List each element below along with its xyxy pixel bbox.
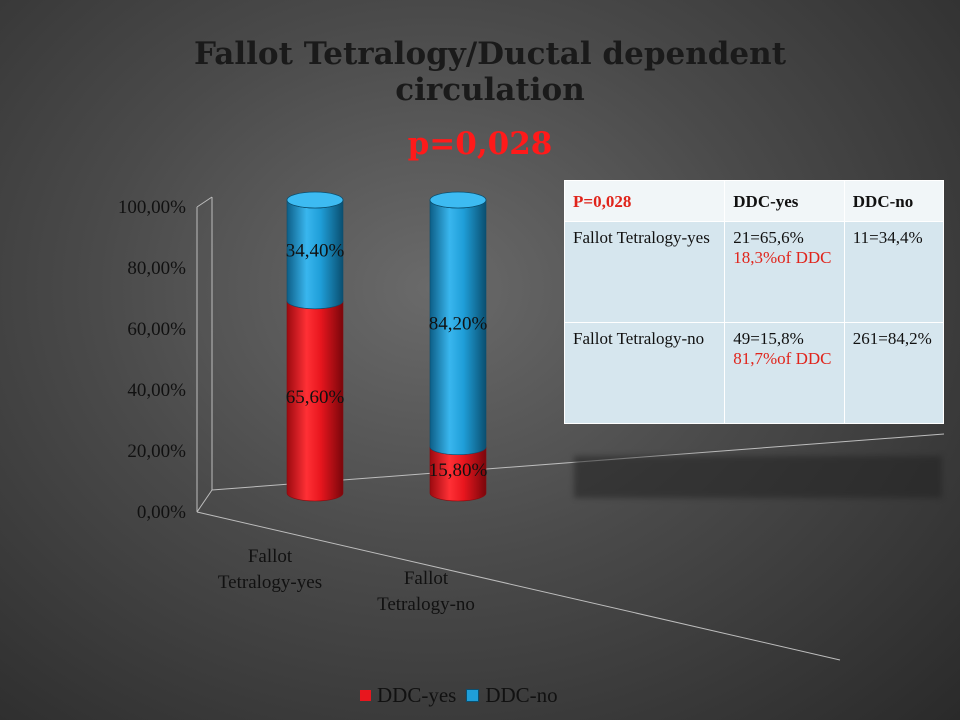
data-label: 65,60% <box>286 387 345 408</box>
y-axis: 0,00% 20,00% 40,00% 60,00% 80,00% 100,00% <box>118 197 186 523</box>
y-tick-label: 0,00% <box>137 502 186 523</box>
row-label: Fallot Tetralogy-no <box>563 322 726 424</box>
statistics-table: P=0,028 DDC-yes DDC-no Fallot Tetralogy-… <box>563 180 945 424</box>
chart-legend: DDC-yes DDC-no <box>360 682 562 708</box>
legend-label: DDC-yes <box>377 682 457 707</box>
data-label: 15,80% <box>429 460 488 481</box>
table-shadow <box>574 456 942 498</box>
bar-top-cap <box>429 191 487 209</box>
table-header-row: P=0,028 DDC-yes DDC-no <box>563 180 945 222</box>
frame-floor-left <box>196 489 213 513</box>
y-tick-label: 20,00% <box>127 441 186 462</box>
frame-floor-front <box>196 511 841 661</box>
x-tick-label: Fallot Tetralogy-yes <box>218 546 322 593</box>
row-label: Fallot Tetralogy-yes <box>563 221 726 323</box>
legend-swatch-red <box>360 689 371 701</box>
chart-subtitle: p=0,028 <box>407 126 553 162</box>
table-row: Fallot Tetralogy-no 49=15,8% 81,7%of DDC… <box>563 322 945 424</box>
cell-ddc-no: 11=34,4% <box>843 221 945 323</box>
y-tick-label: 40,00% <box>127 380 186 401</box>
x-tick-label: Fallot Tetralogy-no <box>377 568 475 615</box>
cell-ddc-yes: 49=15,8% 81,7%of DDC <box>724 322 845 424</box>
cell-ddc-no: 261=84,2% <box>843 322 945 424</box>
cell-ddc-yes: 21=65,6% 18,3%of DDC <box>724 221 845 323</box>
cell-note: 81,7%of DDC <box>733 349 832 368</box>
legend-item-ddc-no: DDC-no <box>466 682 558 708</box>
cell-note: 18,3%of DDC <box>733 248 832 267</box>
y-tick-label: 80,00% <box>127 258 186 279</box>
cell-value: 21=65,6% <box>733 228 804 247</box>
cell-value: 49=15,8% <box>733 329 804 348</box>
frame-top-edge <box>196 196 213 208</box>
x-axis: Fallot Tetralogy-yes Fallot Tetralogy-no <box>218 546 475 615</box>
legend-item-ddc-yes: DDC-yes <box>360 683 456 708</box>
table-header-ddc-yes: DDC-yes <box>724 180 845 222</box>
data-label: 84,20% <box>429 313 488 334</box>
y-tick-label: 100,00% <box>118 197 186 218</box>
legend-swatch-blue <box>466 688 480 702</box>
table-row: Fallot Tetralogy-yes 21=65,6% 18,3%of DD… <box>563 221 945 323</box>
bar-top-cap <box>286 191 344 209</box>
table-header-ddc-no: DDC-no <box>843 180 945 222</box>
data-label: 34,40% <box>286 240 345 261</box>
chart-bars: 65,60% 34,40% 15,80% 84,20% <box>286 191 488 502</box>
legend-label: DDC-no <box>485 682 558 707</box>
chart-title: Fallot Tetralogy/Ductal dependent circul… <box>193 36 787 108</box>
table-header-pvalue: P=0,028 <box>563 180 726 222</box>
y-tick-label: 60,00% <box>127 319 186 340</box>
